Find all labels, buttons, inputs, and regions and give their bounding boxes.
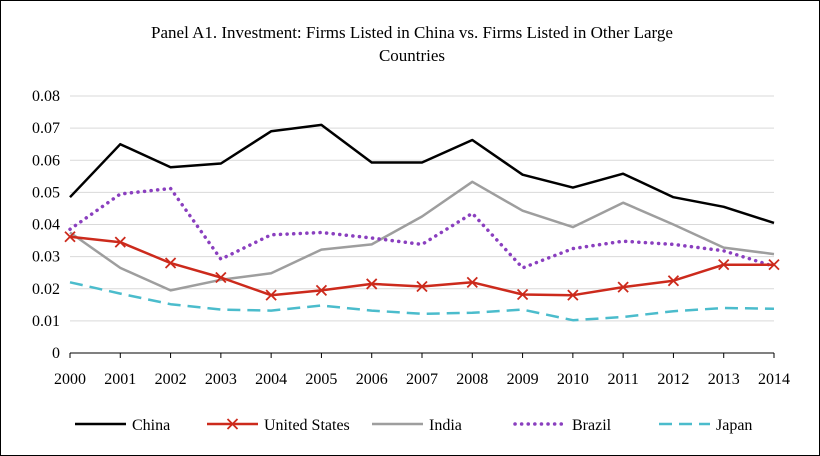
x-tick-label: 2008 <box>456 371 488 388</box>
y-tick-label: 0.04 <box>32 217 60 234</box>
data-point-united-states <box>567 289 579 301</box>
legend-item-united-states: United States <box>207 417 350 434</box>
y-tick-label: 0.07 <box>32 120 60 137</box>
x-tick-label: 2006 <box>356 371 388 388</box>
y-tick-label: 0.03 <box>32 249 60 266</box>
legend-label: China <box>132 417 170 434</box>
series-line-china <box>69 123 775 225</box>
y-axis-ticks: 0 0.01 0.02 0.03 0.04 0.05 0.06 0.07 0.08 <box>32 88 60 362</box>
legend-marker <box>226 418 239 430</box>
x-tick-label: 2007 <box>406 371 438 388</box>
legend-label: India <box>429 417 462 434</box>
data-point-united-states <box>718 259 730 271</box>
data-point-united-states <box>416 280 428 293</box>
y-tick-label: 0.01 <box>32 313 60 330</box>
y-tick-label: 0.05 <box>32 184 60 201</box>
x-tick-label: 2001 <box>104 371 136 388</box>
y-tick-label: 0.02 <box>32 281 60 298</box>
series-lines <box>64 123 780 322</box>
data-point-united-states <box>265 289 277 301</box>
legend-item-india: India <box>372 417 462 434</box>
x-tick-label: 2005 <box>305 371 337 388</box>
legend-label: United States <box>264 417 350 434</box>
legend-item-japan: Japan <box>659 417 752 434</box>
x-tick-label: 2009 <box>507 371 539 388</box>
data-point-united-states <box>667 275 680 287</box>
data-point-united-states <box>114 236 126 248</box>
x-tick-label: 2013 <box>708 371 740 388</box>
data-point-united-states <box>466 276 478 288</box>
x-tick-label: 2014 <box>758 371 790 388</box>
y-tick-label: 0.08 <box>32 88 60 105</box>
legend-item-china: China <box>75 417 170 434</box>
x-tick-label: 2010 <box>557 371 589 388</box>
data-point-united-states <box>215 271 227 284</box>
legend-label: Japan <box>716 417 752 434</box>
data-point-united-states <box>64 231 76 243</box>
grid-lines <box>70 95 774 354</box>
data-point-united-states <box>617 281 629 293</box>
chart-title-line-2: Countries <box>379 46 445 65</box>
data-point-united-states <box>315 284 328 296</box>
chart-title-line-1: Panel A1. Investment: Firms Listed in Ch… <box>151 23 673 42</box>
y-tick-label: 0 <box>52 345 60 362</box>
data-point-united-states <box>768 259 780 271</box>
series-line-japan <box>69 281 775 322</box>
x-tick-label: 2000 <box>54 371 86 388</box>
x-tick-label: 2004 <box>255 371 287 388</box>
x-tick-label: 2011 <box>607 371 638 388</box>
series-line-brazil <box>68 186 776 270</box>
x-tick-label: 2012 <box>657 371 689 388</box>
series-line-india <box>69 180 775 292</box>
data-point-united-states <box>164 257 177 269</box>
data-point-united-states <box>366 278 378 290</box>
legend-item-brazil: Brazil <box>513 417 612 434</box>
x-tick-label: 2003 <box>205 371 237 388</box>
x-tick-label: 2002 <box>155 371 187 388</box>
y-tick-label: 0.06 <box>32 152 60 169</box>
legend: China United States India Brazil Japan <box>75 417 752 434</box>
data-point-united-states <box>516 288 529 301</box>
legend-label: Brazil <box>572 417 612 434</box>
x-axis-ticks: 2000 2001 2002 2003 2004 2005 2006 2007 2008 2009… <box>54 353 790 388</box>
